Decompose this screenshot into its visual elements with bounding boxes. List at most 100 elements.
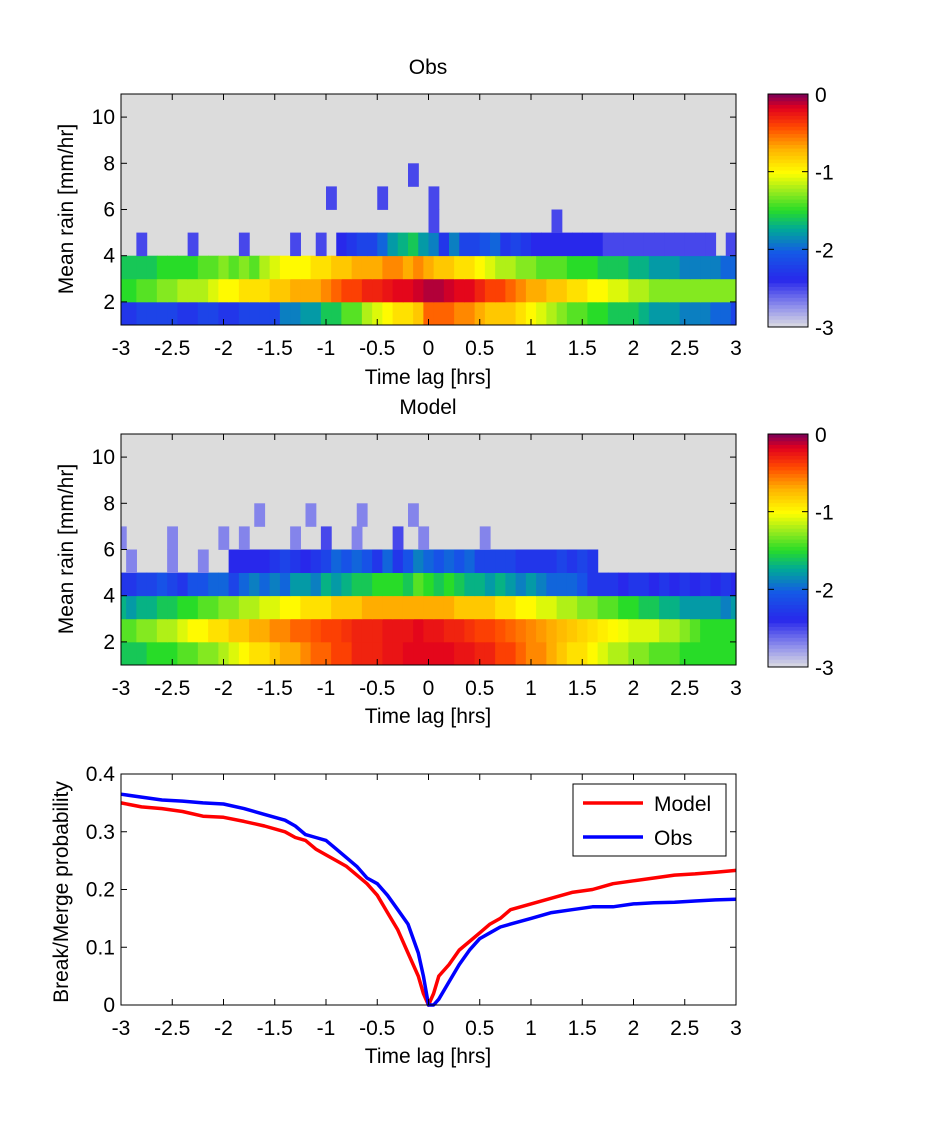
model-heatmap-cell xyxy=(126,641,137,666)
model-heatmap-cell xyxy=(218,641,230,666)
obs-heatmap-cell xyxy=(577,301,588,326)
model-heatmap-cell xyxy=(546,595,558,620)
model-heatmap-cell xyxy=(238,641,250,666)
model-heatmap-cell xyxy=(136,618,148,643)
obs-heatmap-cell xyxy=(587,301,599,326)
model-heatmap-cell xyxy=(730,641,737,666)
model-heatmap-cell xyxy=(515,641,527,666)
obs-heatmap-cell xyxy=(218,301,230,326)
model-colorbar-segment xyxy=(768,656,808,661)
obs-heatmap-cell xyxy=(187,255,199,280)
model-heatmap-cell xyxy=(121,526,127,550)
model-x-axis-ticks: -3 -2.5 -2 -1.5 -1 -0.5 0 0.5 1 1.5 2 2.5 3 xyxy=(112,434,742,700)
obs-heatmap-cell xyxy=(490,232,501,257)
obs-heatmap-cell xyxy=(510,232,522,257)
model-heatmap-cell xyxy=(597,641,609,666)
model-heatmap-cell xyxy=(464,595,476,620)
obs-heatmap-cell xyxy=(454,255,465,280)
obs-heatmap-cell xyxy=(290,278,301,303)
model-colorbar-segment xyxy=(768,481,808,486)
model-heatmap-cell xyxy=(341,641,353,666)
obs-colorbar-segment xyxy=(768,119,808,124)
model-colorbar-segment xyxy=(768,594,808,599)
model-heatmap-cell xyxy=(177,641,189,666)
obs-colorbar-frame xyxy=(767,93,809,328)
obs-heatmap-cell xyxy=(597,255,609,280)
model-colorbar-segment xyxy=(768,645,808,650)
obs-heatmap-cell xyxy=(218,278,230,303)
model-heatmap-cell xyxy=(423,572,435,597)
obs-heatmap-cell xyxy=(361,255,373,280)
model-heatmap-cell xyxy=(577,549,588,573)
model-heatmap-cell xyxy=(638,595,650,620)
line-x-tick-label: -0.5 xyxy=(359,1017,395,1040)
obs-heatmap-cell xyxy=(423,255,435,280)
model-colorbar-segment xyxy=(768,448,808,453)
obs-heatmap-cell xyxy=(408,163,419,187)
obs-heatmap-cell xyxy=(377,186,389,210)
model-heatmap-cell xyxy=(587,618,599,643)
model-heatmap-cell xyxy=(607,618,619,643)
obs-heatmap-cell xyxy=(556,255,568,280)
obs-heatmap-cell xyxy=(551,209,563,233)
obs-colorbar-tick-label: -2 xyxy=(815,239,834,262)
obs-heatmap-cell xyxy=(187,232,199,257)
obs-heatmap-cell xyxy=(623,232,635,257)
model-colorbar-segment xyxy=(768,637,808,643)
line-x-tick-label: 1.5 xyxy=(568,1017,597,1040)
obs-heatmap-cell xyxy=(290,301,301,326)
model-heatmap-cell xyxy=(566,572,578,597)
obs-heatmap-cell xyxy=(674,232,686,257)
model-heatmap-cell xyxy=(290,549,301,573)
model-heatmap-cell xyxy=(392,595,404,620)
model-heatmap-cell xyxy=(433,572,445,597)
obs-colorbar-segment xyxy=(768,214,808,219)
obs-y-tick-label: 10 xyxy=(92,106,115,129)
obs-heatmap-cell xyxy=(525,301,537,326)
obs-heatmap-cell xyxy=(628,278,640,303)
model-heatmap-cell xyxy=(187,641,199,666)
obs-title: Obs xyxy=(409,56,448,79)
obs-x-tick-label: 1.5 xyxy=(568,337,597,360)
model-colorbar-tick-label: -1 xyxy=(815,502,834,525)
line-x-tick-label: 2.5 xyxy=(670,1017,699,1040)
obs-x-tick-label: -2.5 xyxy=(154,337,190,360)
model-heatmap-cell xyxy=(474,595,486,620)
model-heatmap-cell xyxy=(505,641,517,666)
model-heatmap-cell xyxy=(341,572,353,597)
obs-heatmap-cell xyxy=(720,278,732,303)
obs-heatmap-cell xyxy=(556,278,568,303)
obs-heatmap-cell xyxy=(121,278,127,303)
obs-heatmap-cell xyxy=(689,255,701,280)
model-heatmap-cell xyxy=(710,641,722,666)
model-heatmap-cell xyxy=(515,618,527,643)
model-heatmap-cell xyxy=(423,641,435,666)
model-heatmap-cell xyxy=(495,549,506,573)
obs-x-axis-label: Time lag [hrs] xyxy=(365,366,491,389)
obs-heatmap-cell xyxy=(705,232,717,257)
obs-heatmap-cell xyxy=(356,232,368,257)
model-heatmap-cell xyxy=(300,572,312,597)
obs-colorbar-segment xyxy=(768,94,808,99)
obs-heatmap-cell xyxy=(408,232,419,257)
obs-heatmap-cells xyxy=(121,163,737,326)
model-heatmap-cell xyxy=(372,618,383,643)
obs-colorbar-strip xyxy=(768,94,808,328)
model-heatmap-cell xyxy=(290,618,301,643)
line-x-tick-label: -2 xyxy=(214,1017,233,1040)
model-colorbar-segment xyxy=(768,535,808,541)
model-heatmap-cell xyxy=(413,549,424,573)
model-heatmap-cell xyxy=(679,641,691,666)
model-y-tick-label: 2 xyxy=(103,631,115,654)
model-heatmap-cell xyxy=(372,595,383,620)
obs-colorbar-segment xyxy=(768,243,808,248)
obs-heatmap-cell xyxy=(474,301,486,326)
obs-heatmap-cell xyxy=(377,232,389,257)
model-heatmap-cell xyxy=(254,503,266,527)
model-heatmap-cell xyxy=(648,595,660,620)
model-heatmap-cell xyxy=(700,595,711,620)
model-heatmap-cell xyxy=(454,572,465,597)
obs-heatmap-cell xyxy=(525,255,537,280)
obs-heatmap-cell xyxy=(515,278,527,303)
model-colorbar-segment xyxy=(768,557,808,562)
